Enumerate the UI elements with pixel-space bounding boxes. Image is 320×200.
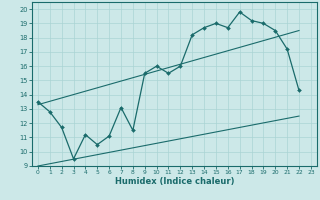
X-axis label: Humidex (Indice chaleur): Humidex (Indice chaleur)	[115, 177, 234, 186]
